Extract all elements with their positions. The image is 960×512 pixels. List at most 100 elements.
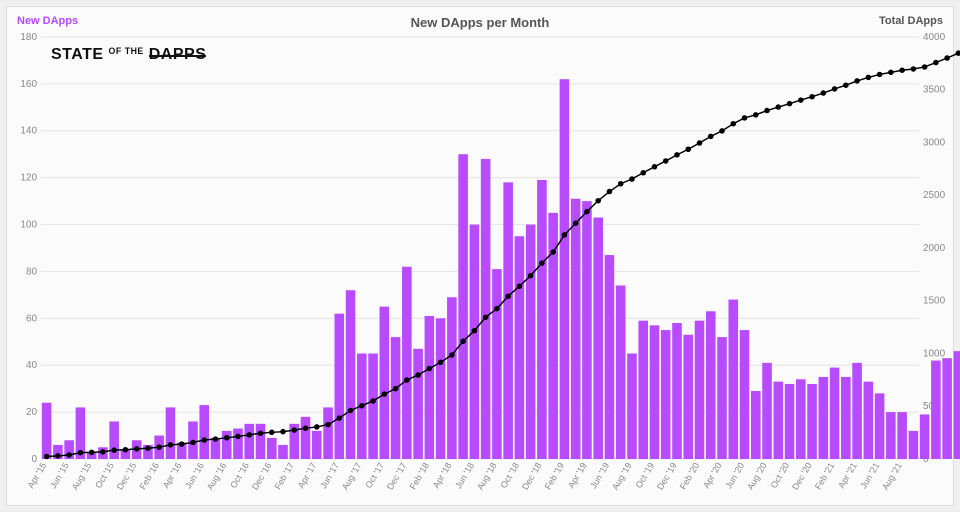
bar [199,405,209,459]
line-marker [371,399,376,404]
line-marker [866,75,871,80]
x-tick-label: Aug '15 [70,461,94,492]
line-marker [675,153,680,158]
bar [661,330,671,459]
y-left-tick-label: 60 [26,313,38,324]
bar [954,351,960,459]
y-right-tick-label: 2000 [923,243,946,254]
line-marker [528,273,533,278]
bar [301,417,311,459]
bar [920,414,930,459]
x-tick-label: Dec '17 [385,461,409,492]
line-marker [787,101,792,106]
x-tick-label: Oct '20 [769,461,792,490]
line-marker [348,408,353,413]
line-marker [146,446,151,451]
bar [672,323,682,459]
bar [380,307,390,459]
x-tick-label: Apr '16 [161,461,184,490]
bar [650,325,660,459]
bar [751,391,761,459]
line-marker [303,426,308,431]
bar [413,349,423,459]
bar [560,79,570,459]
line-marker [416,373,421,378]
bar [582,201,592,459]
bar [819,377,829,459]
bar [852,363,862,459]
bar [695,321,705,459]
line-marker [573,221,578,226]
x-tick-label: Jun '16 [183,461,206,490]
bar [109,421,119,459]
line-marker [236,434,241,439]
line-marker [900,68,905,73]
bar [683,335,693,459]
line-marker [607,189,612,194]
x-tick-label: Aug '19 [610,461,634,492]
plot-area: 0204060801001201401601800500100015002000… [41,37,919,459]
bar [706,311,716,459]
bar [312,431,322,459]
line-marker [810,94,815,99]
bar [830,368,840,459]
line-marker [461,339,466,344]
line-marker [78,450,83,455]
bar [470,225,480,459]
bar [492,269,502,459]
x-tick-label: Oct '17 [363,461,386,490]
line-marker [123,447,128,452]
bar [931,361,941,459]
bar [897,412,907,459]
line-marker [697,141,702,146]
y-left-tick-label: 180 [20,32,37,43]
line-marker [799,98,804,103]
y-right-tick-label: 2500 [923,190,946,201]
x-tick-label: Jun '21 [858,461,881,490]
line-marker [877,72,882,77]
line-marker [495,306,500,311]
bar [436,318,446,459]
line-marker [934,60,939,65]
line-marker [56,454,61,459]
bar [278,445,288,459]
x-tick-label: Apr '21 [836,461,859,490]
x-tick-label: Jun '15 [48,461,71,490]
bar [166,407,176,459]
line-marker [765,108,770,113]
bar [942,358,952,459]
x-tick-label: Apr '20 [701,461,724,490]
x-tick-label: Apr '19 [566,461,589,490]
line-marker [213,437,218,442]
y-right-tick-label: 3000 [923,138,946,149]
bar [481,159,491,459]
x-tick-label: Feb '17 [272,461,296,491]
bar [807,384,817,459]
line-marker [191,440,196,445]
line-marker [551,250,556,255]
chart-title: New DApps per Month [7,15,953,30]
line-marker [922,65,927,70]
bar [616,286,626,459]
line-marker [652,165,657,170]
line-marker [382,392,387,397]
line-marker [585,209,590,214]
bar [503,182,513,459]
bar [875,393,885,459]
line-marker [326,422,331,427]
y-left-tick-label: 80 [26,266,38,277]
x-tick-label: Jun '19 [588,461,611,490]
line-marker [483,315,488,320]
x-tick-label: Aug '18 [475,461,499,492]
bar [42,403,52,459]
line-marker [911,67,916,72]
line-marker [438,360,443,365]
bar [864,382,874,459]
bar [785,384,795,459]
line-marker [821,91,826,96]
bar [571,199,581,459]
line-marker [112,448,117,453]
x-tick-label: Feb '20 [678,461,702,491]
x-tick-label: Aug '21 [880,461,904,492]
x-tick-label: Jun '20 [723,461,746,490]
